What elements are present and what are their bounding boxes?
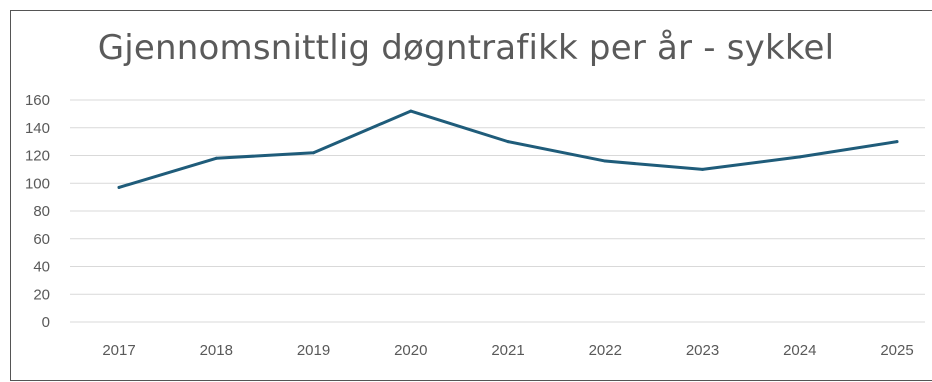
x-tick-label: 2024 (783, 342, 816, 359)
x-tick-label: 2023 (686, 342, 719, 359)
x-tick-label: 2019 (297, 342, 330, 359)
data-point-2020 (409, 109, 413, 113)
data-point-2022 (603, 159, 607, 163)
data-point-2019 (312, 151, 315, 155)
y-tick-label: 60 (33, 231, 50, 248)
x-tick-label: 2022 (589, 342, 622, 359)
data-point-2024 (798, 155, 802, 159)
x-tick-label: 2018 (200, 342, 233, 359)
data-point-2017 (117, 185, 121, 189)
data-point-2023 (701, 167, 704, 171)
x-tick-label: 2025 (880, 342, 913, 359)
series-line (117, 109, 899, 189)
y-tick-label: 80 (33, 203, 50, 220)
data-point-2018 (214, 156, 218, 160)
x-tick-label: 2020 (394, 342, 427, 359)
y-tick-label: 0 (42, 314, 50, 331)
chart-frame (10, 10, 932, 381)
y-tick-label: 120 (25, 148, 50, 165)
y-tick-label: 20 (33, 286, 50, 303)
y-tick-label: 100 (25, 175, 50, 192)
chart-title: Gjennomsnittlig døgntrafikk per år - syk… (97, 28, 835, 68)
y-tick-label: 140 (25, 120, 50, 137)
y-tick-label: 160 (25, 92, 50, 109)
data-point-2025 (895, 140, 899, 144)
y-tick-label: 40 (33, 259, 50, 276)
x-tick-label: 2017 (102, 342, 135, 359)
x-tick-label: 2021 (491, 342, 524, 359)
data-point-2021 (506, 140, 510, 144)
